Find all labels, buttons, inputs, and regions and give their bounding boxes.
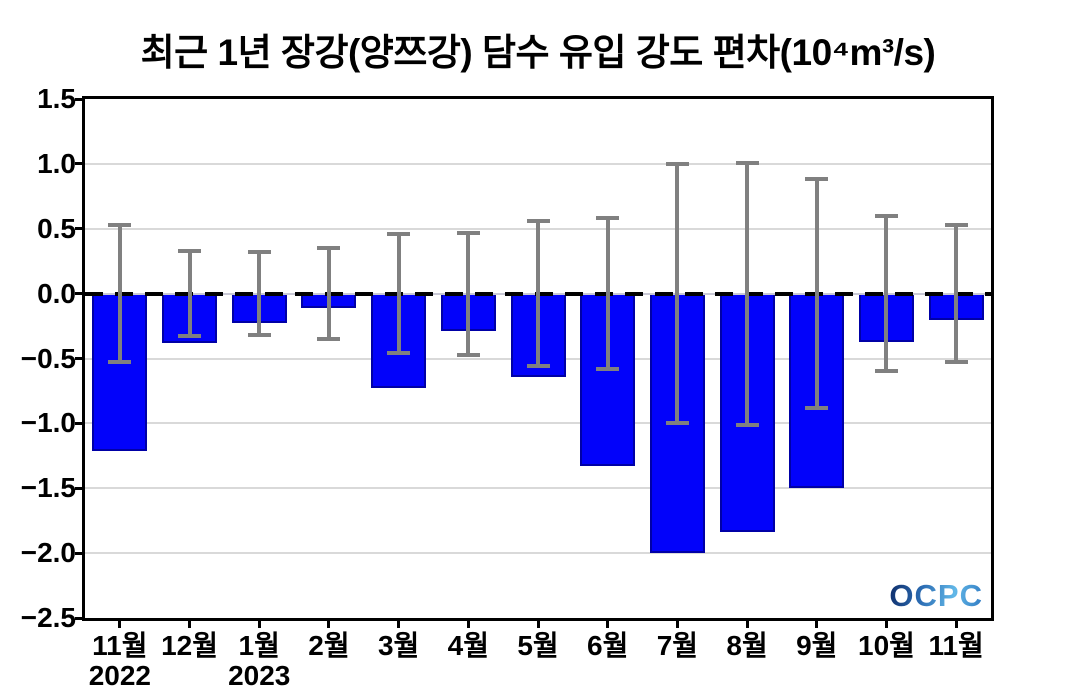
errorbar-cap-top-month-9	[735, 160, 759, 165]
gridline--1	[85, 422, 991, 425]
errorbar-cap-bottom-month-6	[526, 364, 550, 369]
x-tick-8	[675, 618, 679, 628]
y-tick-0.5	[75, 227, 85, 231]
x-tick-10	[815, 618, 819, 628]
errorbar-cap-bottom-month-10	[805, 405, 829, 410]
x-tick-9	[745, 618, 749, 628]
chart-title: 최근 1년 장강(양쯔강) 담수 유입 강도 편차(10⁴m³/s)	[140, 32, 936, 73]
y-tick--2.5	[75, 616, 85, 620]
errorbar-cap-top-month-7	[596, 216, 620, 221]
x-tick-4	[397, 618, 401, 628]
x-tick-label-10-9월: 9월	[796, 630, 838, 661]
errorbar-cap-bottom-month-0	[108, 360, 132, 365]
errorbar-cap-top-month-1	[178, 248, 202, 253]
x-tick-label-3-2월: 2월	[308, 630, 350, 661]
errorbar-cap-top-month-2	[247, 250, 271, 255]
y-tick-1.5	[75, 97, 85, 101]
errorbar-cap-bottom-month-8	[665, 421, 689, 426]
x-tick-6	[536, 618, 540, 628]
errorbar-cap-bottom-month-3	[317, 337, 341, 342]
errorbar-cap-top-month-6	[526, 218, 550, 223]
errorbar-cap-top-month-11	[874, 213, 898, 218]
errorbar-month-11	[884, 215, 889, 372]
y-tick--1	[75, 421, 85, 425]
plot-area: OCPC	[82, 96, 994, 621]
ocpc-logo: OCPC	[889, 578, 983, 613]
errorbar-cap-top-month-12	[944, 222, 968, 227]
errorbar-month-5	[466, 232, 471, 355]
x-tick-0	[118, 618, 122, 628]
x-tick-label-7-6월: 6월	[587, 630, 629, 661]
x-tick-7	[606, 618, 610, 628]
gridline-1	[85, 162, 991, 165]
y-tick-label--0.5: −0.5	[20, 342, 76, 374]
errorbar-cap-bottom-month-9	[735, 422, 759, 427]
x-tick-label-9-8월: 8월	[726, 630, 768, 661]
y-tick--2	[75, 551, 85, 555]
x-tick-1	[188, 618, 192, 628]
y-tick-1	[75, 162, 85, 166]
errorbar-cap-top-month-8	[665, 161, 689, 166]
errorbar-cap-bottom-month-7	[596, 366, 620, 371]
gridline--1.5	[85, 487, 991, 490]
errorbar-month-4	[396, 233, 401, 354]
x-tick-label-12-11월: 11월	[928, 630, 984, 661]
y-tick-0	[75, 292, 85, 296]
errorbar-month-3	[326, 248, 331, 340]
errorbar-month-10	[814, 179, 819, 408]
x-tick-label-11-10월: 10월	[858, 630, 915, 661]
x-tick-5	[466, 618, 470, 628]
year-label-2022: 2022	[88, 660, 151, 691]
x-tick-label-2-1월: 1월	[238, 630, 280, 661]
errorbar-cap-top-month-10	[805, 177, 829, 182]
y-tick-label-0: 0.0	[37, 277, 76, 309]
y-tick-label--1: −1.0	[20, 407, 76, 439]
errorbar-cap-bottom-month-5	[456, 352, 480, 357]
errorbar-month-6	[536, 220, 540, 367]
errorbar-cap-bottom-month-1	[178, 334, 202, 339]
x-tick-label-4-3월: 3월	[377, 630, 420, 661]
y-tick-label-0.5: 0.5	[37, 212, 76, 244]
errorbar-cap-top-month-5	[456, 230, 480, 235]
errorbar-month-7	[605, 218, 610, 369]
errorbar-cap-bottom-month-2	[247, 333, 271, 338]
errorbar-month-9	[745, 162, 750, 425]
y-tick--0.5	[75, 357, 85, 360]
errorbar-cap-top-month-3	[317, 246, 341, 251]
errorbar-month-8	[675, 163, 680, 424]
x-tick-3	[327, 618, 331, 628]
y-tick-label--2.5: −2.5	[20, 602, 76, 633]
errorbar-month-2	[257, 252, 262, 336]
errorbar-month-0	[117, 224, 122, 363]
x-tick-label-8-7월: 7월	[656, 630, 699, 661]
y-tick-label--2: −2.0	[20, 537, 76, 569]
errorbar-cap-top-month-4	[387, 231, 411, 236]
year-label-2023: 2023	[228, 660, 291, 691]
errorbar-cap-top-month-0	[108, 222, 132, 227]
gridline--2	[85, 552, 991, 555]
x-tick-label-6-5월: 5월	[517, 630, 559, 661]
x-tick-12	[954, 618, 958, 628]
x-tick-label-5-4월: 4월	[447, 630, 489, 661]
errorbar-cap-bottom-month-12	[944, 360, 968, 365]
y-tick-label-1: 1.0	[37, 147, 76, 179]
errorbar-cap-bottom-month-4	[387, 351, 411, 356]
errorbar-month-1	[187, 250, 192, 337]
errorbar-cap-bottom-month-11	[874, 369, 898, 374]
x-tick-2	[257, 618, 261, 628]
x-tick-11	[884, 618, 888, 628]
x-tick-label-0-11월: 11월	[92, 630, 148, 661]
y-tick-label--1.5: −1.5	[20, 472, 76, 504]
y-tick-label-1.5: 1.5	[37, 83, 76, 114]
y-tick--1.5	[75, 486, 85, 490]
x-tick-label-1-12월: 12월	[161, 630, 218, 661]
errorbar-month-12	[954, 224, 959, 363]
